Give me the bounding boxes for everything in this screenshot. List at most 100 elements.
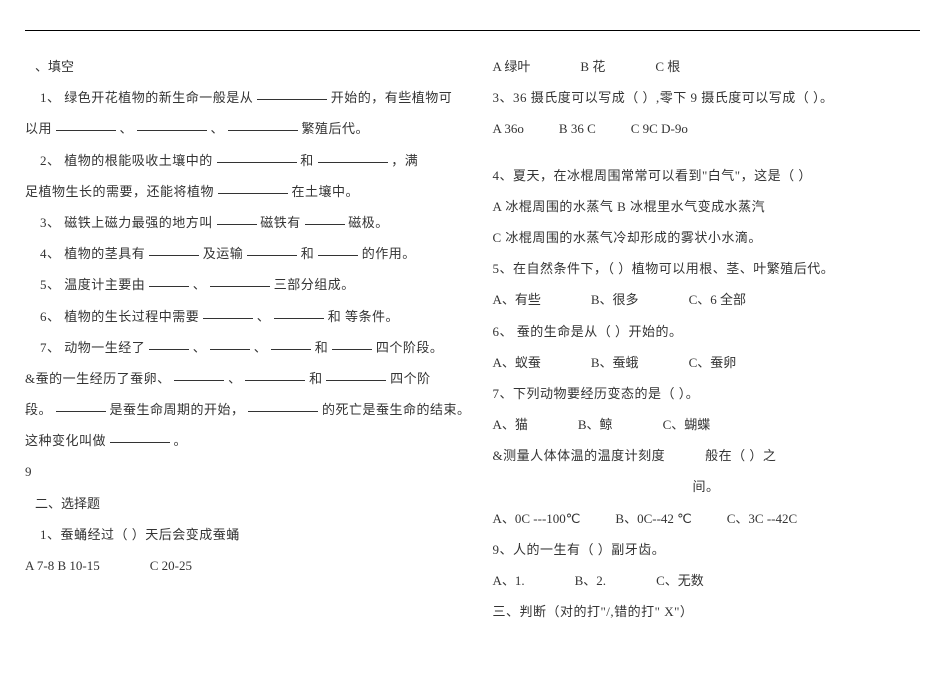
choice-q2-opt-c: C 根: [655, 51, 680, 82]
fill-q8i-text: 。: [174, 433, 188, 448]
fill-q1-line2: 以用 、 、 繁殖后代。: [25, 113, 453, 144]
blank: [217, 212, 257, 225]
fill-q9: 9: [25, 456, 453, 487]
choice-q8-line1: &测量人体体温的温度计刻度 般在（ ）之: [493, 440, 921, 471]
fill-q6: 6、 植物的生长过程中需要 、 和 等条件。: [25, 301, 453, 332]
choice-q6-opt-a: A、蚁蚕: [493, 347, 541, 378]
choice-q6: 6、 蚕的生命是从（ ）开始的。: [493, 316, 921, 347]
fill-q2b-text: 和: [300, 153, 314, 168]
worksheet-page: 、填空 1、 绿色开花植物的新生命一般是从 开始的，有些植物可 以用 、 、 繁…: [25, 30, 920, 627]
choice-q1-options: A 7-8 B 10-15 C 20-25: [25, 550, 453, 581]
fill-q3a-text: 3、 磁铁上磁力最强的地方叫: [40, 215, 213, 230]
choice-q7-opt-b: B、鲸: [578, 409, 613, 440]
fill-q2a-text: 2、 植物的根能吸收土壤中的: [40, 153, 213, 168]
fill-q8a-text: &蚕的一生经历了蚕卵、: [25, 371, 171, 386]
choice-q5-opt-b: B、很多: [591, 284, 639, 315]
blank: [274, 306, 324, 319]
choice-q6-options: A、蚁蚕 B、蚕蛾 C、蚕卵: [493, 347, 921, 378]
blank: [56, 118, 116, 131]
blank: [110, 430, 170, 443]
section3-title: 三、判断（对的打"/,错的打" X"）: [493, 596, 921, 627]
fill-q3b-text: 磁铁有: [260, 215, 301, 230]
blank: [332, 337, 372, 350]
choice-q4: 4、夏天，在冰棍周围常常可以看到"白气"，这是（ ）: [493, 160, 921, 191]
fill-q7e-text: 四个阶段。: [376, 340, 444, 355]
fill-q8d-text: 四个阶: [390, 371, 431, 386]
blank: [56, 399, 106, 412]
choice-q9-opt-a: A、1.: [493, 565, 525, 596]
blank: [248, 399, 318, 412]
choice-q5-opt-a: A、有些: [493, 284, 541, 315]
left-column: 、填空 1、 绿色开花植物的新生命一般是从 开始的，有些植物可 以用 、 、 繁…: [25, 51, 453, 627]
choice-q1: 1、蚕蛹经过（ ）天后会变成蚕蛹: [25, 519, 453, 550]
fill-q6c-text: 和 等条件。: [328, 309, 399, 324]
choice-q7-opt-c: C、蝴蝶: [663, 409, 711, 440]
choice-q7-opt-a: A、猫: [493, 409, 528, 440]
choice-q8-options: A、0C ---100℃ B、0C--42 ℃ C、3C --42C: [493, 503, 921, 534]
choice-q3-options: A 36o B 36 C C 9C D-9o: [493, 113, 921, 144]
choice-q1-opt-c: C 20-25: [150, 550, 192, 581]
choice-q6-opt-c: C、蚕卵: [689, 347, 737, 378]
blank: [210, 337, 250, 350]
section2-title: 二、选择题: [25, 488, 453, 519]
choice-q5: 5、在自然条件下，（ ）植物可以用根、茎、叶繁殖后代。: [493, 253, 921, 284]
choice-q9-opt-c: C、无数: [656, 565, 704, 596]
choice-q7: 7、下列动物要经历变态的是（ ）。: [493, 378, 921, 409]
choice-q3-opt-a: A 36o: [493, 113, 524, 144]
choice-q8a-text: &测量人体体温的温度计刻度: [493, 440, 666, 471]
blank: [210, 274, 270, 287]
blank: [137, 118, 207, 131]
fill-q2-line2: 足植物生长的需要，还能将植物 在土壤中。: [25, 176, 453, 207]
blank: [247, 243, 297, 256]
fill-q5c-text: 三部分组成。: [274, 277, 355, 292]
choice-q4-opts-a: A 冰棍周围的水蒸气 B 冰棍里水气变成水蒸汽: [493, 191, 921, 222]
fill-q4d-text: 的作用。: [362, 246, 416, 261]
fill-q7a-text: 7、 动物一生经了: [40, 340, 145, 355]
choice-q7-options: A、猫 B、鲸 C、蝴蝶: [493, 409, 921, 440]
fill-q2-line1: 2、 植物的根能吸收土壤中的 和 ，满: [25, 145, 453, 176]
fill-q1b-text: 开始的，有些植物可: [331, 90, 453, 105]
fill-q3: 3、 磁铁上磁力最强的地方叫 磁铁有 磁极。: [25, 207, 453, 238]
choice-q9-options: A、1. B、2. C、无数: [493, 565, 921, 596]
fill-q7b-text: 、: [193, 340, 207, 355]
choice-q1-opt-a: A 7-8 B 10-15: [25, 550, 100, 581]
choice-q3: 3、36 摄氏度可以写成（ ）,零下 9 摄氏度可以写成（ ）。: [493, 82, 921, 113]
fill-q8h-text: 这种变化叫做: [25, 433, 106, 448]
fill-q8-line3: 这种变化叫做 。: [25, 425, 453, 456]
fill-q8f-text: 是蚕生命周期的开始，: [110, 402, 245, 417]
fill-q4b-text: 及运输: [203, 246, 244, 261]
fill-q8-line2: 段。 是蚕生命周期的开始， 的死亡是蚕生命的结束。: [25, 394, 453, 425]
fill-q1-line1: 1、 绿色开花植物的新生命一般是从 开始的，有些植物可: [25, 82, 453, 113]
fill-q8g-text: 的死亡是蚕生命的结束。: [322, 402, 471, 417]
fill-q5a-text: 5、 温度计主要由: [40, 277, 145, 292]
choice-q4-opts-c: C 冰棍周围的水蒸气冷却形成的雾状小水滴。: [493, 222, 921, 253]
fill-q1e-text: 、: [211, 121, 225, 136]
blank: [305, 212, 345, 225]
blank: [257, 87, 327, 100]
choice-q5-opt-c: C、6 全部: [689, 284, 746, 315]
choice-q2-options: A 绿叶 B 花 C 根: [493, 51, 921, 82]
choice-q8-line2: 间。: [493, 471, 921, 502]
blank: [149, 274, 189, 287]
choice-q9: 9、人的一生有（ ）副牙齿。: [493, 534, 921, 565]
fill-q8-line1: &蚕的一生经历了蚕卵、 、 和 四个阶: [25, 363, 453, 394]
blank: [228, 118, 298, 131]
section1-title: 、填空: [25, 51, 453, 82]
choice-q8-opt-a: A、0C ---100℃: [493, 503, 581, 534]
fill-q7d-text: 和: [315, 340, 329, 355]
right-column: A 绿叶 B 花 C 根 3、36 摄氏度可以写成（ ）,零下 9 摄氏度可以写…: [493, 51, 921, 627]
choice-q8-opt-b: B、0C--42 ℃: [615, 503, 691, 534]
fill-q7: 7、 动物一生经了 、 、 和 四个阶段。: [25, 332, 453, 363]
blank: [218, 181, 288, 194]
blank: [245, 368, 305, 381]
fill-q5b-text: 、: [193, 277, 207, 292]
choice-q3-opt-c: C 9C D-9o: [631, 113, 688, 144]
spacer: [493, 145, 921, 160]
choice-q2-opt-b: B 花: [580, 51, 605, 82]
fill-q4: 4、 植物的茎具有 及运输 和 的作用。: [25, 238, 453, 269]
blank: [203, 306, 253, 319]
fill-q4c-text: 和: [301, 246, 315, 261]
blank: [174, 368, 224, 381]
fill-q1f-text: 繁殖后代。: [302, 121, 370, 136]
fill-q1d-text: 、: [120, 121, 134, 136]
